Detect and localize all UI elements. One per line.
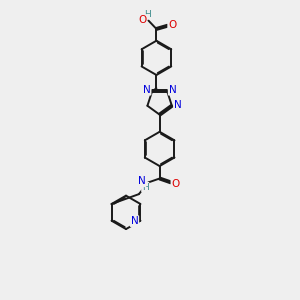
Text: H: H — [144, 10, 151, 19]
Text: O: O — [138, 15, 146, 25]
Text: N: N — [174, 100, 182, 110]
Text: N: N — [169, 85, 176, 95]
Text: H: H — [142, 183, 149, 192]
Text: N: N — [130, 216, 138, 226]
Text: O: O — [171, 179, 180, 189]
Text: N: N — [138, 176, 146, 186]
Text: O: O — [168, 20, 176, 30]
Text: N: N — [143, 85, 151, 95]
